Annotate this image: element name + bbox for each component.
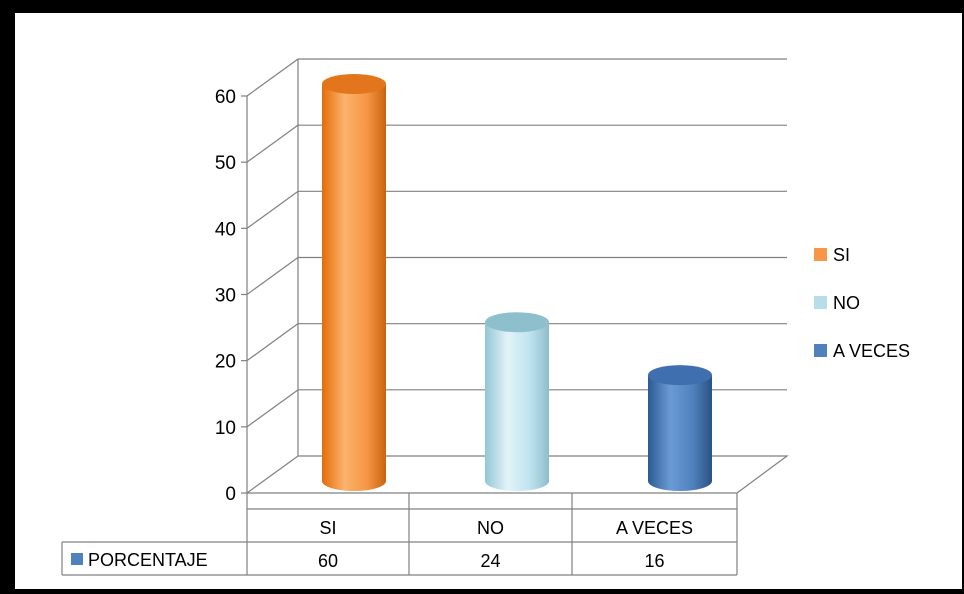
table-value: 60 [318, 551, 338, 571]
chart-panel: 0 10 20 30 40 50 60 SI NO A VECES SI NO A VECES POR… [15, 13, 962, 589]
gridline-side [246, 58, 299, 97]
bars [322, 74, 712, 491]
legend-label: A VECES [833, 341, 910, 361]
bar-body [322, 84, 386, 491]
legend-swatch [814, 296, 827, 309]
y-axis-ticks: 0 10 20 30 40 50 60 [215, 87, 236, 505]
gridline-side [246, 124, 299, 163]
data-table: SI NO A VECES PORCENTAJE 60 24 16 [61, 493, 738, 576]
legend-swatch [814, 344, 827, 357]
gridline-side [246, 323, 299, 362]
bar-cap [485, 312, 549, 333]
legend-label: NO [833, 293, 860, 313]
bar-si [322, 74, 386, 491]
y-tick-label: 40 [215, 219, 236, 240]
y-tick-label: 10 [215, 418, 236, 439]
y-tick-label: 30 [215, 286, 236, 307]
table-series-label: PORCENTAJE [88, 550, 208, 570]
table-value: 24 [480, 551, 500, 571]
bar-a-veces [648, 365, 712, 491]
x-category-label: A VECES [616, 518, 693, 538]
y-tick-label: 0 [225, 484, 236, 505]
bar-body [485, 322, 549, 491]
gridline-side [246, 190, 299, 229]
bar-cap [322, 74, 386, 94]
plot-floor [245, 455, 789, 494]
gridline-side [246, 389, 299, 428]
bar-body [648, 375, 712, 491]
cylinder-bar-chart: 0 10 20 30 40 50 60 SI NO A VECES SI NO A VECES POR… [61, 58, 910, 576]
y-tick-label: 20 [215, 352, 236, 373]
bar-cap [648, 365, 712, 386]
x-category-label: NO [477, 518, 504, 538]
y-tick-label: 60 [215, 87, 236, 108]
legend-swatch [814, 248, 827, 261]
x-category-label: SI [319, 518, 336, 538]
legend-label: SI [833, 245, 850, 265]
legend: SI NO A VECES [814, 245, 910, 361]
gridline-side [246, 257, 299, 295]
bar-no [485, 312, 549, 491]
table-value: 16 [644, 551, 664, 571]
y-tick-label: 50 [215, 153, 236, 174]
table-series-swatch [71, 553, 83, 565]
